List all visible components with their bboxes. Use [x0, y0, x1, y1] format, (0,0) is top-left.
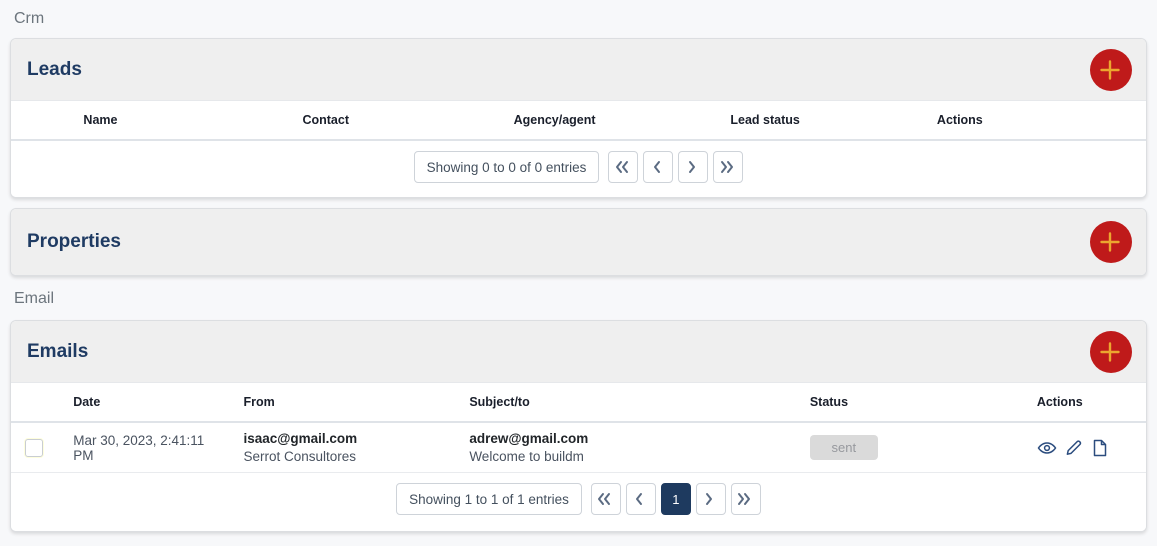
chevron-right-icon: [686, 160, 698, 174]
email-status-badge: sent: [809, 435, 878, 460]
emails-col-actions: Actions: [1026, 382, 1146, 423]
add-email-button[interactable]: [1090, 330, 1132, 373]
emails-last-page-button[interactable]: [730, 483, 761, 515]
add-property-button[interactable]: [1090, 221, 1132, 263]
leads-pagination-summary: Showing 0 to 0 of 0 entries: [413, 151, 600, 183]
emails-pagination: Showing 1 to 1 of 1 entries 1: [11, 473, 1146, 531]
email-row-checkbox[interactable]: [24, 437, 44, 458]
emails-pagination-summary: Showing 1 to 1 of 1 entries: [396, 483, 582, 515]
leads-title: Leads: [27, 58, 82, 80]
leads-last-page-button[interactable]: [713, 151, 744, 183]
emails-col-subject: Subject/to: [459, 382, 800, 423]
email-section-label: Email: [14, 290, 55, 307]
leads-col-name: Name: [73, 100, 293, 141]
crm-section-label: Crm: [14, 10, 45, 27]
leads-first-page-button[interactable]: [608, 151, 639, 183]
email-table-row: Mar 30, 2023, 2:41:11 PM isaac@gmail.com…: [11, 422, 1146, 473]
edit-email-pencil-icon[interactable]: [1064, 438, 1084, 458]
double-chevron-left-icon: [596, 492, 612, 506]
emails-table-header-row: Date From Subject/to Status Actions: [11, 382, 1146, 423]
chevron-left-icon: [633, 492, 645, 506]
emails-panel: Emails Date From Subject/to Status Actio…: [10, 320, 1147, 532]
leads-col-actions: Actions: [926, 100, 1146, 141]
emails-page-1-button[interactable]: 1: [660, 483, 691, 515]
emails-previous-page-button[interactable]: [625, 483, 656, 515]
chevron-left-icon: [651, 160, 663, 174]
email-subject: Welcome to buildm: [469, 449, 584, 464]
leads-col-contact: Contact: [292, 100, 504, 141]
leads-table-header-row: Name Contact Agency/agent Lead status Ac…: [11, 100, 1146, 141]
emails-title: Emails: [27, 340, 89, 362]
plus-icon: [1098, 230, 1122, 254]
emails-next-page-button[interactable]: [695, 483, 726, 515]
leads-col-select: [11, 100, 74, 141]
leads-previous-page-button[interactable]: [643, 151, 674, 183]
plus-icon: [1098, 58, 1122, 82]
double-chevron-right-icon: [719, 160, 735, 174]
email-date: Mar 30, 2023, 2:41:11 PM: [63, 422, 234, 473]
emails-col-status: Status: [799, 382, 1027, 423]
add-lead-button[interactable]: [1090, 48, 1132, 91]
leads-pagination: Showing 0 to 0 of 0 entries: [11, 141, 1146, 197]
email-from-name: Serrot Consultores: [243, 449, 357, 464]
leads-col-lead-status: Lead status: [720, 100, 927, 141]
plus-icon: [1098, 340, 1122, 364]
leads-panel: Leads Name Contact Agency/agent Lead sta…: [10, 38, 1147, 198]
properties-title: Properties: [27, 231, 121, 252]
properties-panel-header: Properties: [11, 209, 1146, 275]
emails-first-page-button[interactable]: [590, 483, 621, 515]
email-document-icon[interactable]: [1090, 438, 1110, 458]
leads-table: Name Contact Agency/agent Lead status Ac…: [11, 100, 1146, 141]
leads-panel-header: Leads: [11, 39, 1146, 100]
emails-panel-header: Emails: [11, 321, 1146, 382]
leads-col-agency: Agency/agent: [503, 100, 721, 141]
properties-panel: Properties: [10, 208, 1147, 276]
double-chevron-left-icon: [614, 160, 630, 174]
email-from-address: isaac@gmail.com: [243, 431, 358, 446]
leads-next-page-button[interactable]: [678, 151, 709, 183]
emails-table: Date From Subject/to Status Actions Mar …: [11, 382, 1146, 473]
email-to-address: adrew@gmail.com: [469, 431, 589, 446]
emails-col-from: From: [233, 382, 460, 423]
emails-col-select: [11, 382, 64, 423]
emails-col-date: Date: [63, 382, 234, 423]
view-email-eye-icon[interactable]: [1037, 438, 1057, 458]
chevron-right-icon: [703, 492, 715, 506]
double-chevron-right-icon: [736, 492, 752, 506]
